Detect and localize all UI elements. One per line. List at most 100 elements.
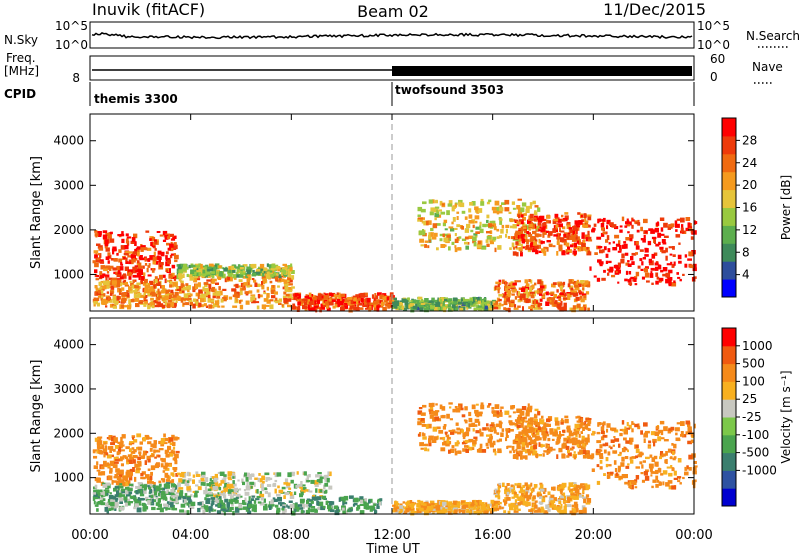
echo-cell — [448, 307, 453, 312]
echo-cell — [250, 481, 255, 484]
echo-cell — [681, 224, 684, 228]
echo-cell — [530, 489, 534, 493]
echo-cell — [651, 485, 654, 489]
echo-cell — [200, 477, 205, 482]
echo-cell — [475, 430, 480, 434]
echo-cell — [521, 238, 526, 244]
echo-cell — [529, 405, 533, 410]
echo-cell — [119, 506, 125, 511]
echo-cell — [424, 301, 428, 305]
echo-cell — [228, 296, 233, 300]
echo-cell — [245, 477, 249, 482]
echo-cell — [162, 491, 164, 494]
echo-cell — [121, 449, 125, 452]
echo-cell — [530, 445, 534, 449]
echo-cell — [156, 301, 161, 304]
echo-cell — [578, 509, 583, 514]
echo-cell — [439, 233, 443, 237]
echo-cell — [420, 302, 425, 305]
echo-cell — [448, 402, 453, 405]
echo-cell — [582, 496, 587, 499]
echo-cell — [465, 448, 469, 453]
echo-cell — [487, 300, 492, 304]
echo-cell — [671, 263, 674, 268]
echo-cell — [430, 232, 434, 237]
y-tick-label: 1000 — [53, 267, 84, 281]
echo-cell — [662, 481, 665, 486]
echo-cell — [608, 464, 612, 467]
echo-cell — [118, 258, 123, 263]
echo-cell — [163, 433, 166, 438]
echo-cell — [625, 270, 628, 275]
echo-cell — [538, 229, 543, 232]
echo-cell — [619, 451, 622, 455]
echo-cell — [650, 431, 656, 436]
echo-cell — [316, 299, 320, 304]
echo-cell — [538, 238, 541, 244]
echo-cell — [139, 255, 143, 258]
echo-cell — [542, 288, 546, 291]
echo-cell — [107, 260, 110, 264]
echo-cell — [482, 223, 487, 228]
echo-cell — [405, 501, 409, 506]
echo-cell — [480, 201, 485, 206]
echo-cell — [105, 305, 108, 308]
echo-cell — [170, 238, 176, 241]
echo-cell — [558, 244, 563, 249]
echo-cell — [124, 502, 128, 507]
echo-cell — [530, 488, 534, 491]
echo-cell — [633, 277, 637, 282]
echo-cell — [374, 296, 377, 300]
echo-cell — [530, 482, 533, 487]
echo-cell — [314, 496, 319, 501]
echo-cell — [559, 307, 564, 312]
echo-cell — [475, 301, 479, 305]
echo-cell — [134, 496, 137, 500]
echo-cell — [582, 485, 586, 491]
echo-cell — [451, 445, 455, 449]
echo-cell — [172, 281, 176, 287]
echo-cell — [261, 272, 265, 277]
echo-cell — [208, 304, 213, 309]
echo-cell — [581, 439, 585, 443]
echo-cell — [96, 444, 101, 449]
echo-cell — [525, 209, 530, 213]
echo-cell — [542, 234, 545, 238]
echo-cell — [480, 198, 484, 203]
echo-cell — [224, 482, 228, 488]
echo-cell — [508, 282, 512, 285]
echo-cell — [158, 259, 161, 263]
echo-cell — [497, 486, 500, 491]
echo-cell — [464, 236, 469, 240]
echo-cell — [418, 296, 423, 299]
echo-cell — [436, 426, 441, 430]
echo-cell — [437, 209, 442, 212]
echo-cell — [108, 508, 112, 511]
echo-cell — [176, 286, 180, 289]
echo-cell — [587, 418, 592, 420]
echo-cell — [161, 487, 166, 491]
echo-cell — [245, 273, 249, 278]
echo-cell — [653, 441, 656, 447]
echo-cell — [123, 481, 126, 486]
echo-cell — [619, 428, 623, 431]
echo-cell — [134, 288, 138, 293]
echo-cell — [421, 420, 425, 424]
echo-cell — [252, 269, 255, 273]
echo-cell — [103, 452, 109, 456]
echo-cell — [166, 303, 171, 309]
echo-cell — [195, 484, 199, 487]
echo-cell — [454, 238, 459, 243]
echo-cell — [256, 495, 261, 499]
echo-cell — [568, 430, 573, 434]
echo-cell — [419, 442, 424, 447]
echo-cell — [635, 448, 640, 454]
echo-cell — [296, 508, 300, 512]
echo-cell — [516, 238, 521, 243]
echo-cell — [450, 448, 455, 453]
echo-cell — [644, 272, 650, 278]
echo-cell — [673, 280, 676, 283]
echo-cell — [156, 462, 160, 465]
echo-cell — [507, 286, 511, 289]
echo-cell — [263, 270, 266, 274]
